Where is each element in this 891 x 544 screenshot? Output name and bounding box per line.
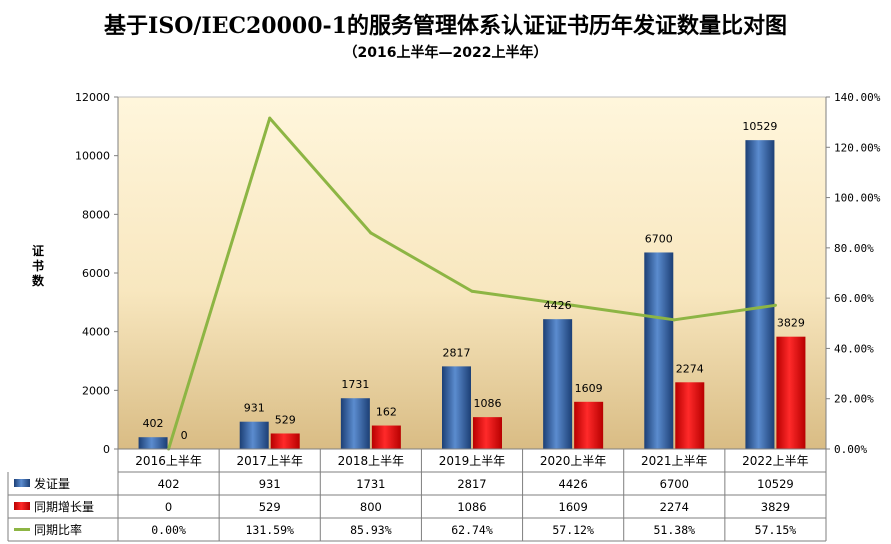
y-tick-label: 12000 xyxy=(75,91,110,104)
plot-background xyxy=(117,96,827,450)
table-cell: 2817 xyxy=(457,477,486,491)
bar-layer xyxy=(138,140,806,449)
table-cell: 800 xyxy=(360,500,382,514)
data-table: 2016上半年 2017上半年 2018上半年 2019上半年 2020上半年 2021上… xyxy=(7,448,827,542)
x-tick-label: 2016上半年 xyxy=(135,454,202,468)
table-cell: 1086 xyxy=(457,500,486,514)
data-label-issued: 402 xyxy=(143,417,164,430)
bar-growth xyxy=(473,417,502,449)
table-cell: 0.00% xyxy=(151,523,186,537)
line-layer xyxy=(167,116,777,451)
y2-tick-label: 100.00% xyxy=(834,192,881,205)
legend-key-bar xyxy=(14,479,30,487)
data-label-issued: 931 xyxy=(244,402,265,415)
y-axis-label-char: 书 xyxy=(31,259,44,273)
table-cell: 85.93% xyxy=(350,523,392,537)
line-point xyxy=(571,303,575,307)
y-axis-label-char: 数 xyxy=(31,274,44,288)
table-cell: 3829 xyxy=(761,500,790,514)
y-tick-label: 6000 xyxy=(82,267,110,280)
chart-subtitle: （2016上半年—2022上半年） xyxy=(343,45,548,61)
line-point xyxy=(369,231,373,235)
data-label-issued: 2817 xyxy=(443,346,471,359)
y-axis-label-char: 证 xyxy=(31,244,44,258)
y-tick-label: 0 xyxy=(103,443,110,456)
table-cell: 2274 xyxy=(660,500,689,514)
table-cell: 931 xyxy=(259,477,281,491)
table-cell: 57.12% xyxy=(552,523,594,537)
data-label-growth: 1609 xyxy=(575,382,603,395)
data-label-issued: 10529 xyxy=(742,120,777,133)
data-label-issued: 4426 xyxy=(544,299,572,312)
x-tick-label: 2020上半年 xyxy=(540,454,607,468)
x-tick-label: 2017上半年 xyxy=(236,454,303,468)
bar-issued xyxy=(644,252,674,449)
y2-tick-label: 140.00% xyxy=(834,91,881,104)
y2-tick-label: 0.00% xyxy=(834,443,867,456)
table-cell: 402 xyxy=(158,477,180,491)
bar-growth xyxy=(574,401,604,449)
chart-title: 基于ISO/IEC20000-1的服务管理体系认证证书历年发证数量比对图 xyxy=(104,13,787,39)
bar-issued xyxy=(138,437,168,449)
x-tick-label: 2022上半年 xyxy=(742,454,809,468)
x-tick-label: 2019上半年 xyxy=(439,454,506,468)
legend-key-bar xyxy=(14,502,30,510)
legend-label: 同期增长量 xyxy=(34,500,94,514)
y-tick-label: 2000 xyxy=(82,384,110,397)
table-cell: 6700 xyxy=(660,477,689,491)
data-label-growth: 529 xyxy=(275,413,296,426)
table-cell: 529 xyxy=(259,500,281,514)
data-label-growth: 1086 xyxy=(474,397,502,410)
table-cell: 10529 xyxy=(757,477,794,491)
y-tick-label: 8000 xyxy=(82,208,110,221)
bar-growth xyxy=(675,382,705,449)
table-cell: 0 xyxy=(165,500,172,514)
legend-label: 发证量 xyxy=(34,476,70,491)
y2-tick-label: 80.00% xyxy=(834,242,874,255)
line-point xyxy=(672,318,676,322)
bar-issued xyxy=(543,319,573,449)
bar-issued xyxy=(442,366,471,449)
axes-layer: 0 2000 4000 6000 8000 10000 12000 0.00% 20.00% 40… xyxy=(75,91,881,456)
bar-issued xyxy=(340,398,370,449)
data-label-growth: 3829 xyxy=(777,317,805,330)
bar-growth xyxy=(270,433,300,449)
y2-tick-label: 40.00% xyxy=(834,342,874,355)
data-label-issued: 6700 xyxy=(645,232,673,245)
line-point xyxy=(470,289,474,293)
data-label-growth: 2274 xyxy=(676,362,704,375)
y-axis-label: 证 书 数 xyxy=(28,244,48,289)
data-label-layer: 402 0 931 529 1731 162 2817 1086 4426 1609 6700 227… xyxy=(143,120,805,442)
table-cell: 1609 xyxy=(559,500,588,514)
bar-growth xyxy=(776,336,806,449)
y2-tick-label: 20.00% xyxy=(834,393,874,406)
data-label-growth: 0 xyxy=(181,429,188,442)
y2-tick-label: 120.00% xyxy=(834,141,881,154)
bar-issued xyxy=(239,421,269,449)
table-cell: 1731 xyxy=(356,477,385,491)
y-tick-label: 10000 xyxy=(75,150,110,163)
table-cell: 57.15% xyxy=(755,523,797,537)
table-cell: 62.74% xyxy=(451,523,493,537)
x-tick-label: 2021上半年 xyxy=(641,454,708,468)
table-cell: 131.59% xyxy=(245,523,294,537)
y-tick-label: 4000 xyxy=(82,326,110,339)
legend-label: 同期比率 xyxy=(34,522,82,537)
table-cell: 4426 xyxy=(559,477,588,491)
x-tick-label: 2018上半年 xyxy=(338,454,405,468)
line-point xyxy=(268,116,272,120)
data-label-issued: 1731 xyxy=(341,378,369,391)
y2-tick-label: 60.00% xyxy=(834,292,874,305)
data-label-growth: 162 xyxy=(376,406,397,419)
bar-growth xyxy=(371,425,401,449)
line-point xyxy=(773,303,777,307)
table-cell: 51.38% xyxy=(654,523,696,537)
plot-area xyxy=(117,96,827,450)
bar-issued xyxy=(745,140,775,449)
